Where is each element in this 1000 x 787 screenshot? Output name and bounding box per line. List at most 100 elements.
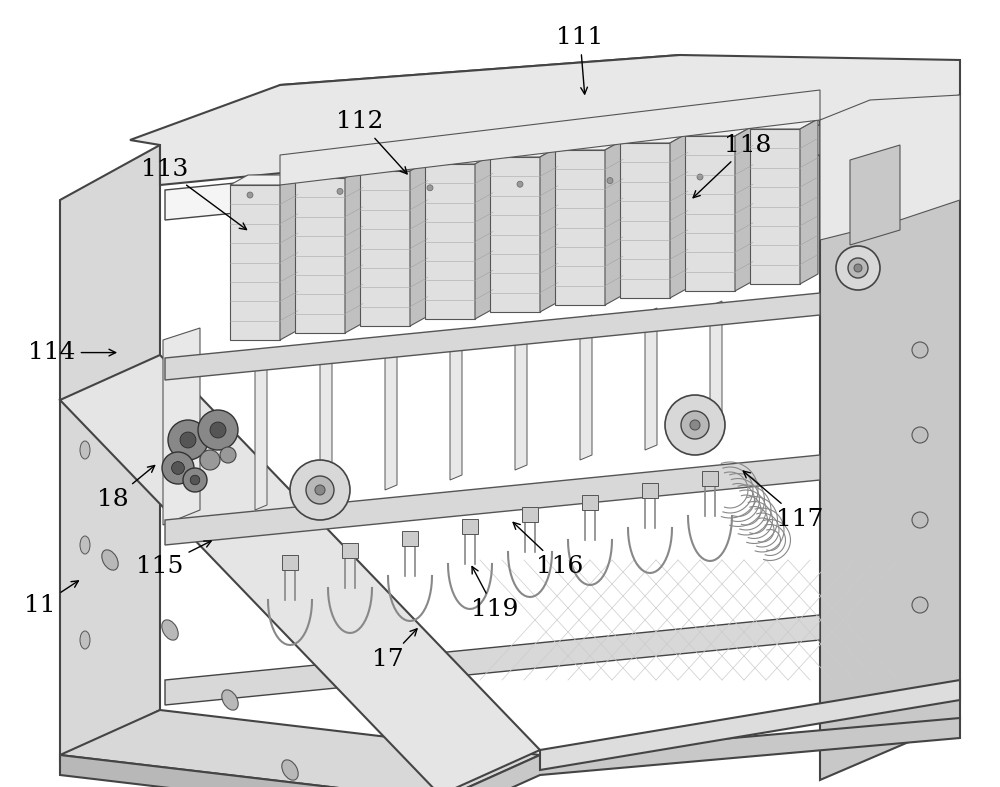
Polygon shape bbox=[605, 140, 623, 305]
Ellipse shape bbox=[80, 536, 90, 554]
Circle shape bbox=[665, 395, 725, 455]
Polygon shape bbox=[163, 328, 200, 525]
Text: 114: 114 bbox=[28, 341, 116, 364]
Text: 111: 111 bbox=[556, 26, 604, 94]
Text: 116: 116 bbox=[513, 523, 584, 578]
Polygon shape bbox=[555, 140, 623, 150]
Ellipse shape bbox=[80, 631, 90, 649]
Circle shape bbox=[912, 512, 928, 528]
Polygon shape bbox=[800, 119, 818, 284]
Text: 11: 11 bbox=[24, 581, 78, 618]
Polygon shape bbox=[165, 455, 820, 545]
Polygon shape bbox=[670, 133, 688, 298]
Ellipse shape bbox=[162, 620, 178, 640]
Polygon shape bbox=[820, 95, 960, 240]
Polygon shape bbox=[280, 55, 940, 110]
Ellipse shape bbox=[80, 441, 90, 459]
Polygon shape bbox=[410, 161, 428, 326]
Text: 115: 115 bbox=[136, 541, 211, 578]
Polygon shape bbox=[60, 710, 540, 787]
Polygon shape bbox=[360, 161, 428, 171]
Polygon shape bbox=[645, 308, 657, 450]
Polygon shape bbox=[702, 471, 718, 486]
Circle shape bbox=[607, 178, 613, 183]
Polygon shape bbox=[320, 343, 332, 500]
Circle shape bbox=[315, 485, 325, 495]
Circle shape bbox=[290, 460, 350, 520]
Polygon shape bbox=[820, 95, 960, 780]
Polygon shape bbox=[490, 147, 558, 157]
Polygon shape bbox=[402, 531, 418, 546]
Polygon shape bbox=[295, 168, 363, 178]
Polygon shape bbox=[230, 185, 280, 340]
Polygon shape bbox=[450, 329, 462, 480]
Circle shape bbox=[168, 420, 208, 460]
Polygon shape bbox=[515, 322, 527, 470]
Polygon shape bbox=[642, 483, 658, 498]
Polygon shape bbox=[255, 350, 267, 510]
Polygon shape bbox=[440, 718, 960, 787]
Circle shape bbox=[210, 422, 226, 438]
Circle shape bbox=[200, 450, 220, 470]
Circle shape bbox=[180, 432, 196, 448]
Text: 17: 17 bbox=[372, 629, 417, 671]
Polygon shape bbox=[462, 519, 478, 534]
Polygon shape bbox=[475, 154, 493, 319]
Ellipse shape bbox=[102, 550, 118, 570]
Circle shape bbox=[912, 597, 928, 613]
Polygon shape bbox=[710, 301, 722, 440]
Polygon shape bbox=[130, 55, 960, 185]
Polygon shape bbox=[490, 157, 540, 312]
Circle shape bbox=[306, 476, 334, 504]
Polygon shape bbox=[230, 175, 298, 185]
Polygon shape bbox=[555, 150, 605, 305]
Polygon shape bbox=[60, 355, 540, 787]
Circle shape bbox=[697, 174, 703, 180]
Polygon shape bbox=[165, 615, 820, 705]
Polygon shape bbox=[165, 125, 820, 220]
Polygon shape bbox=[850, 145, 900, 245]
Circle shape bbox=[912, 427, 928, 443]
Polygon shape bbox=[685, 126, 753, 136]
Circle shape bbox=[517, 181, 523, 187]
Circle shape bbox=[183, 468, 207, 492]
Polygon shape bbox=[620, 133, 688, 143]
Polygon shape bbox=[360, 171, 410, 326]
Polygon shape bbox=[540, 680, 960, 770]
Polygon shape bbox=[295, 178, 345, 333]
Polygon shape bbox=[425, 154, 493, 164]
Circle shape bbox=[247, 192, 253, 198]
Polygon shape bbox=[540, 147, 558, 312]
Polygon shape bbox=[342, 543, 358, 558]
Circle shape bbox=[172, 462, 184, 475]
Circle shape bbox=[337, 188, 343, 194]
Polygon shape bbox=[280, 90, 820, 185]
Polygon shape bbox=[580, 315, 592, 460]
Polygon shape bbox=[522, 507, 538, 522]
Circle shape bbox=[220, 447, 236, 463]
Polygon shape bbox=[685, 136, 735, 291]
Circle shape bbox=[162, 452, 194, 484]
Polygon shape bbox=[280, 175, 298, 340]
Circle shape bbox=[854, 264, 862, 272]
Text: 118: 118 bbox=[693, 134, 772, 198]
Circle shape bbox=[836, 246, 880, 290]
Text: 113: 113 bbox=[141, 157, 247, 230]
Circle shape bbox=[198, 410, 238, 450]
Text: 112: 112 bbox=[336, 110, 407, 174]
Polygon shape bbox=[165, 293, 820, 380]
Ellipse shape bbox=[282, 760, 298, 780]
Polygon shape bbox=[60, 755, 440, 787]
Polygon shape bbox=[60, 145, 160, 760]
Text: 18: 18 bbox=[97, 465, 155, 512]
Circle shape bbox=[427, 185, 433, 190]
Circle shape bbox=[912, 342, 928, 358]
Polygon shape bbox=[345, 168, 363, 333]
Text: 117: 117 bbox=[743, 471, 824, 531]
Text: 119: 119 bbox=[471, 567, 519, 622]
Circle shape bbox=[681, 411, 709, 439]
Circle shape bbox=[190, 475, 200, 485]
Polygon shape bbox=[750, 129, 800, 284]
Polygon shape bbox=[582, 495, 598, 510]
Polygon shape bbox=[620, 143, 670, 298]
